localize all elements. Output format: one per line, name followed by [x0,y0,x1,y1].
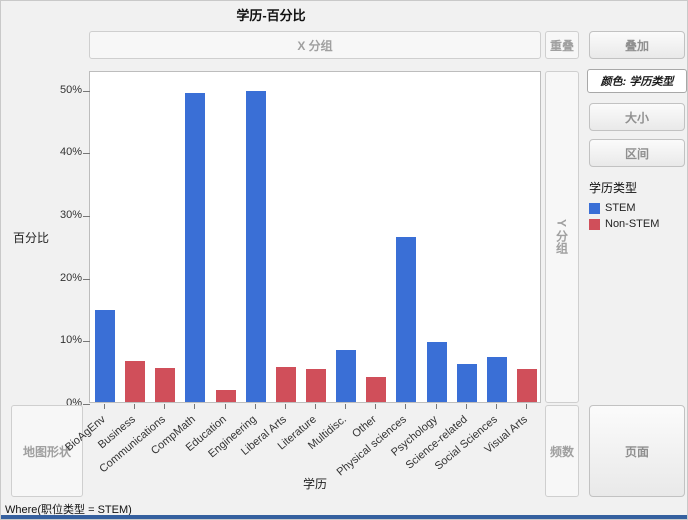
y-tick-mark [83,278,90,280]
page-button[interactable]: 页面 [589,405,685,497]
y-tick-mark [83,153,90,155]
bar-engineering[interactable] [245,90,266,402]
x-tick-mark [495,404,497,409]
x-tick-mark [104,404,106,409]
x-tick-mark [284,404,286,409]
drop-zone-map-shape[interactable]: 地图形状 [11,405,83,497]
drop-zone-overlap-label: 重叠 [549,38,574,53]
bar-multidisc-[interactable] [336,350,357,402]
drop-zone-x-group[interactable]: X 分组 [89,31,541,59]
x-tick-mark [224,404,226,409]
interval-button-label: 区间 [624,146,649,161]
legend-items: STEM Non-STEM [589,202,687,230]
size-button-label: 大小 [624,110,649,125]
drop-zone-overlap[interactable]: 重叠 [545,31,579,59]
interval-button[interactable]: 区间 [589,139,685,167]
y-tick-label: 40% [59,146,82,159]
y-tick-mark [83,216,90,218]
y-axis-title[interactable]: 百分比 [12,231,49,245]
y-tick-label: 20% [59,271,82,284]
legend-item[interactable]: Non-STEM [589,218,687,230]
x-tick-mark [134,404,136,409]
legend: 学历类型 STEM Non-STEM [589,179,687,234]
bar-literature[interactable] [306,368,326,402]
y-tick-mark [83,341,90,343]
legend-swatch [589,218,600,230]
legend-item-label: STEM [605,202,636,214]
bar-liberal-arts[interactable] [275,366,296,402]
overlay-button-label: 叠加 [624,38,649,53]
y-tick-label: 30% [59,209,82,222]
x-tick-mark [525,404,527,409]
color-role-box[interactable]: 颜色: 学历类型 [587,69,687,93]
bar-business[interactable] [125,361,146,402]
bar-compmath[interactable] [185,93,206,402]
x-tick-mark [315,404,316,409]
bar-other[interactable] [366,376,387,402]
x-axis-tick-labels: BioAgEnv Business Communications CompMath Ed… [63,404,541,478]
bar-science-related[interactable] [456,363,477,402]
x-tick-mark [375,404,377,409]
bar-bioagenv[interactable] [95,309,116,402]
y-tick-label: 50% [59,83,82,96]
color-role-label: 颜色: 学历类型 [600,76,674,88]
chart-title[interactable]: 学历-百分比 [236,8,306,23]
plot-area[interactable]: 0% 10% 20% 30% 40% 50% [60,71,541,409]
y-tick-mark [83,90,90,92]
page-button-label: 页面 [624,444,649,459]
legend-item-label: Non-STEM [605,218,660,230]
drop-zone-y-group[interactable]: Y 分组 [545,71,579,403]
x-tick-mark [465,404,467,409]
y-tick-label: 10% [59,334,82,347]
x-tick-mark [435,404,437,409]
legend-item[interactable]: STEM [589,202,687,214]
x-tick-mark [164,404,166,409]
drop-zone-freq[interactable]: 频数 [545,405,579,497]
drop-zone-y-group-label: Y 分组 [554,219,569,255]
bar-visual-arts[interactable] [516,369,537,402]
legend-swatch [589,202,600,214]
overlay-button[interactable]: 叠加 [589,31,685,59]
bar-psychology[interactable] [426,341,447,402]
bar-communications[interactable] [155,368,176,402]
bar-education[interactable] [215,390,236,402]
x-tick-mark [254,404,256,409]
x-tick-mark [345,404,347,409]
bar-social-sciences[interactable] [486,356,507,402]
where-clause: Where(职位类型 = STEM) [5,504,132,516]
x-tick-mark [194,404,196,409]
drop-zone-x-group-label: X 分组 [297,38,333,53]
size-button[interactable]: 大小 [589,103,685,131]
x-axis-title[interactable]: 学历 [302,477,327,491]
legend-title: 学历类型 [589,181,638,195]
window-bottom-edge [1,515,687,519]
y-tick-mark [83,404,90,405]
x-tick-mark [405,404,407,409]
drop-zone-map-shape-label: 地图形状 [22,444,71,459]
bar-physical-sciences[interactable] [396,236,417,402]
drop-zone-freq-label: 频数 [549,444,574,459]
